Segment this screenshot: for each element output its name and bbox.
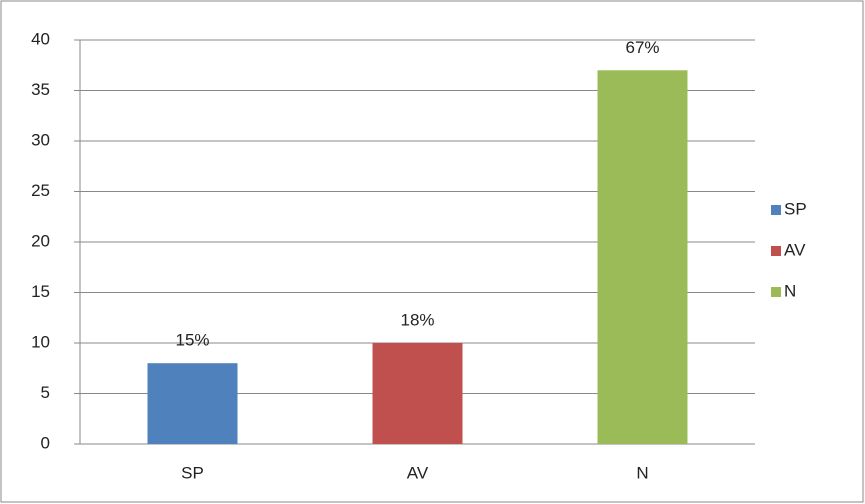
legend-label: N xyxy=(784,281,796,300)
y-tick-label: 15 xyxy=(31,282,50,301)
x-tick-label: SP xyxy=(181,463,204,482)
legend-label: AV xyxy=(784,240,806,259)
data-label: 18% xyxy=(400,310,434,329)
y-tick-label: 5 xyxy=(41,383,50,402)
bar xyxy=(147,363,238,444)
legend-swatch xyxy=(771,287,781,297)
legend-label: SP xyxy=(784,199,807,218)
x-tick-label: AV xyxy=(407,463,429,482)
legend-swatch xyxy=(771,205,781,215)
data-label: 15% xyxy=(175,331,209,350)
y-tick-label: 0 xyxy=(41,433,50,452)
y-tick-label: 40 xyxy=(31,29,50,48)
bar xyxy=(372,343,463,444)
y-tick-label: 20 xyxy=(31,231,50,250)
y-tick-label: 10 xyxy=(31,332,50,351)
y-tick-label: 25 xyxy=(31,181,50,200)
y-tick-label: 30 xyxy=(31,130,50,149)
y-tick-label: 35 xyxy=(31,80,50,99)
x-tick-label: N xyxy=(636,463,648,482)
bar xyxy=(597,70,688,445)
data-label: 67% xyxy=(625,38,659,57)
legend-swatch xyxy=(771,246,781,256)
